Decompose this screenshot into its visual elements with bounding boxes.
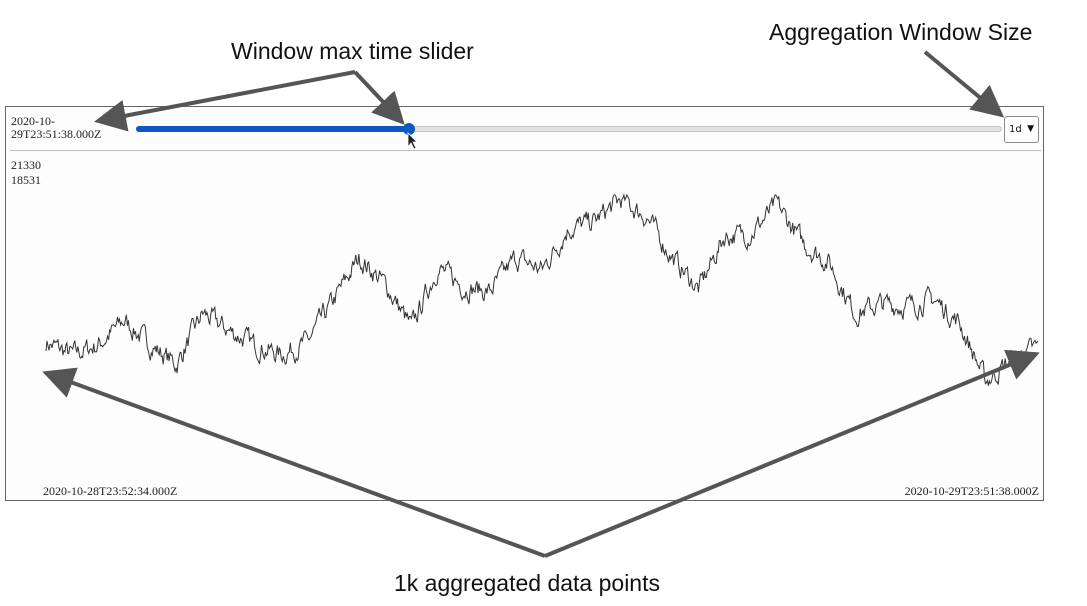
y-min-label: 18531 (11, 173, 41, 187)
time-slider-thumb[interactable] (402, 123, 415, 135)
x-end-label: 2020-10-29T23:51:38.000Z (904, 484, 1039, 498)
window-size-value: 1d (1009, 124, 1022, 135)
chevron-down-icon: ▼ (1027, 124, 1034, 134)
data-points-annotation: 1k aggregated data points (394, 570, 660, 596)
x-start-label: 2020-10-28T23:52:34.000Z (43, 484, 178, 498)
aggregation-annotation: Aggregation Window Size (769, 19, 1033, 45)
series-line (45, 193, 1039, 386)
window-max-time-label: 2020-10-29T23:51:38.000Z (11, 114, 102, 141)
line-chart (45, 193, 1039, 386)
slider-annotation: Window max time slider (231, 38, 474, 64)
time-slider-fill (136, 126, 409, 132)
chart-panel: 2020-10-29T23:51:38.000Z 1d ▼ 21330 1853… (5, 106, 1044, 501)
divider (10, 150, 1041, 151)
y-max-label: 21330 (11, 158, 41, 172)
window-size-select[interactable]: 1d ▼ (1004, 116, 1039, 143)
